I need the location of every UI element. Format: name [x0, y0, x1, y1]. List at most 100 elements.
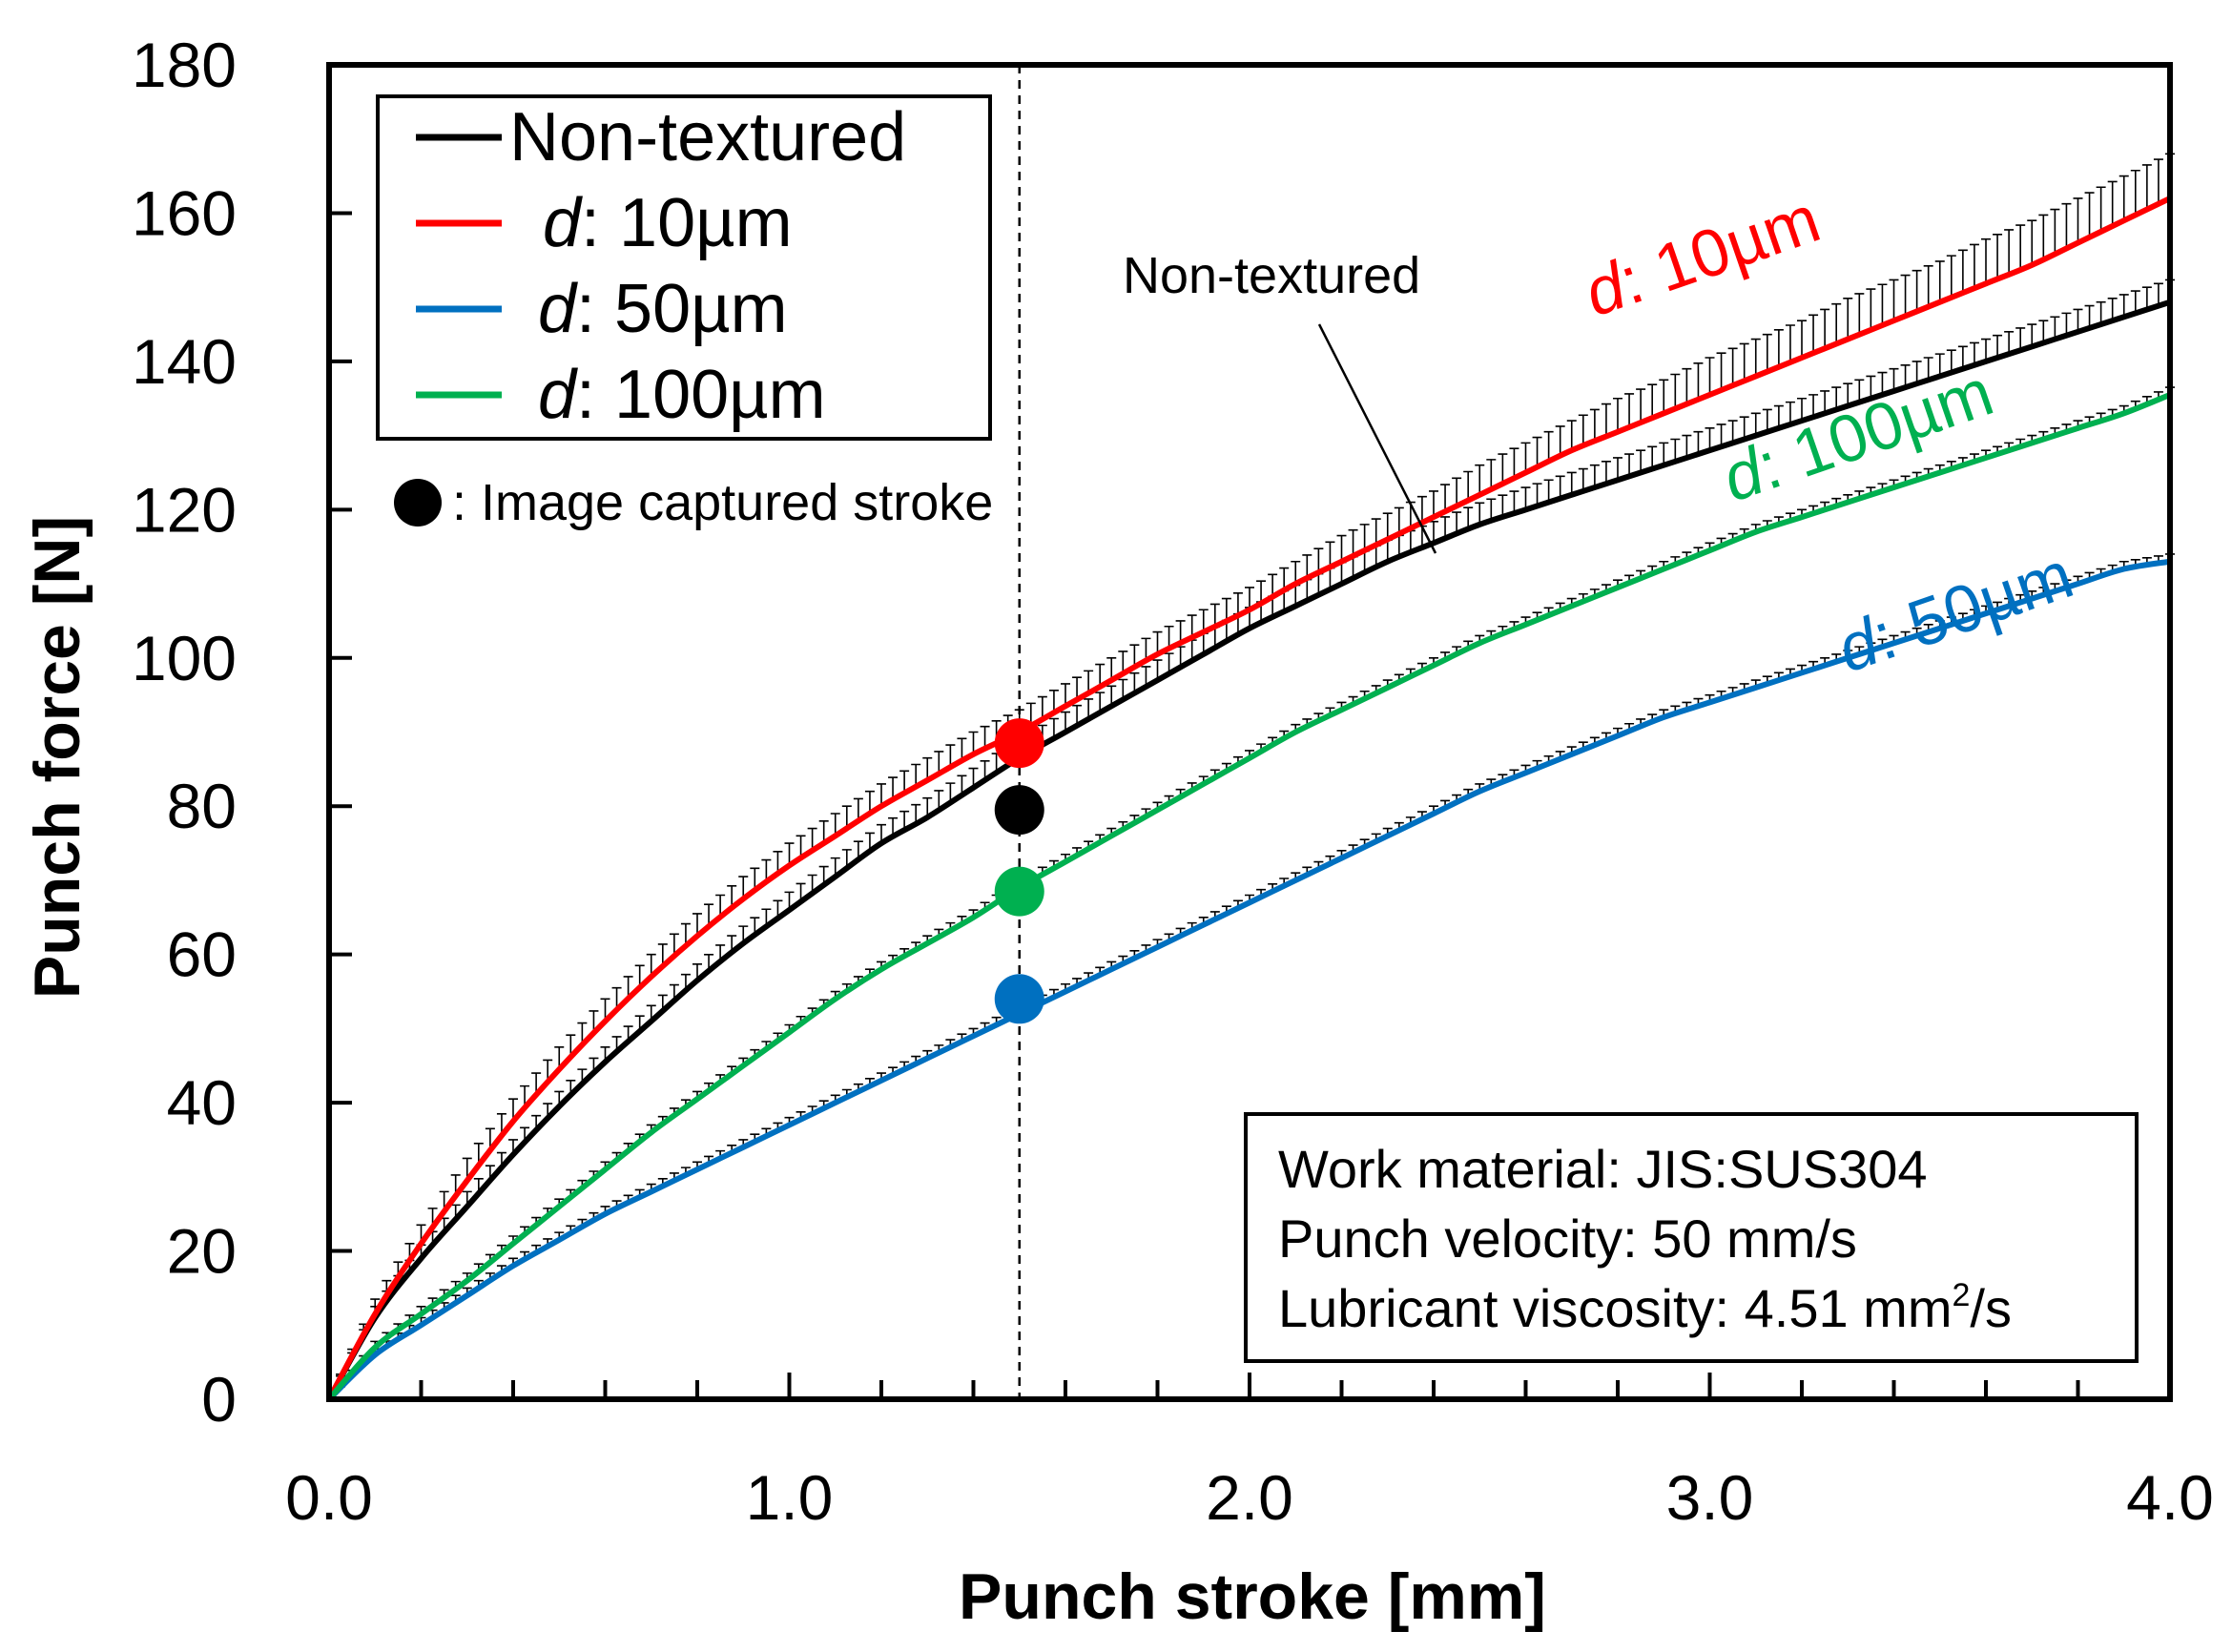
error-bar-non-textured [1773, 404, 1784, 428]
error-bar-non-textured [2130, 290, 2140, 314]
error-bar-d-10um [1118, 650, 1128, 674]
x-tick-label: 2.0 [1206, 1462, 1293, 1533]
error-bar-non-textured [2061, 312, 2072, 336]
error-bar-d-10um [1934, 260, 1945, 302]
error-bar-d-10um [1866, 288, 1876, 330]
error-bar-d-10um [1993, 233, 2003, 279]
error-bar-d-10um [1313, 547, 1324, 573]
error-bar-non-textured [1555, 475, 1565, 499]
x-tick-label: 1.0 [746, 1462, 834, 1533]
error-bar-d-10um [1129, 644, 1140, 668]
error-bar-d-10um [1727, 347, 1738, 386]
captured-stroke-marker-d-10um [994, 718, 1044, 769]
error-bar-non-textured [1624, 453, 1635, 477]
error-bar-non-textured [1693, 430, 1704, 455]
error-bar-non-textured [1072, 704, 1083, 726]
error-bar-d-10um [2004, 229, 2015, 275]
error-bar-d-10um [2130, 169, 2140, 216]
error-bar-non-textured [1601, 461, 1611, 485]
error-bar-non-textured [1659, 442, 1669, 465]
error-bar-d-10um [1785, 324, 1795, 362]
plot-frame [326, 62, 2173, 1402]
x-axis-title: Punch stroke [mm] [959, 1560, 1546, 1633]
marker-note-text: : Image captured stroke [452, 474, 993, 531]
error-bar-non-textured [1900, 363, 1911, 388]
error-bar-non-textured [1543, 479, 1554, 503]
error-bar-d-10um [1843, 298, 1853, 340]
error-bar-d-10um [1659, 379, 1669, 414]
error-bar-non-textured [2096, 300, 2106, 325]
error-bar-non-textured [1532, 483, 1542, 506]
conditions-box: Work material: JIS:SUS304 Punch velocity… [1244, 1112, 2139, 1363]
error-bar-d-10um [877, 783, 886, 807]
error-bar-non-textured [1106, 685, 1117, 707]
error-bar-d-10um [1394, 506, 1404, 534]
error-bar-d-10um [934, 751, 944, 774]
error-bar-d-10um [1854, 293, 1865, 335]
error-bar-d-10um [1831, 302, 1842, 344]
error-bar-non-textured [1946, 349, 1956, 373]
error-bar-d-10um [1429, 490, 1438, 518]
error-bar-d-10um [1452, 477, 1462, 506]
series-line-d-50um [326, 558, 2171, 1402]
conditions-punch-velocity: Punch velocity: 50 mm/s [1278, 1208, 1857, 1269]
error-bar-non-textured [1993, 334, 2003, 359]
y-tick-label: 0 [201, 1364, 237, 1435]
legend-entry-non-textured: Non-textured [416, 99, 906, 176]
error-bar-d-10um [2015, 224, 2026, 270]
error-bar-d-10um [1463, 470, 1474, 501]
error-bar-d-10um [1624, 393, 1635, 427]
error-bar-d-10um [1682, 367, 1692, 404]
series-line-d-100um [326, 392, 2172, 1401]
error-bar-non-textured [2038, 320, 2049, 343]
error-bar-non-textured [1969, 341, 1979, 365]
error-bar-d-10um [2096, 186, 2106, 232]
error-bar-d-10um [1084, 670, 1094, 693]
series-line-d-10um [326, 196, 2172, 1401]
error-bar-d-10um [1048, 689, 1059, 713]
error-bar-d-10um [1187, 614, 1197, 638]
error-bar-d-10um [1589, 408, 1600, 442]
error-bar-d-10um [1773, 329, 1784, 367]
error-bar-non-textured [1061, 711, 1070, 733]
x-tick-label: 4.0 [2126, 1462, 2214, 1533]
error-bar-d-10um [1566, 420, 1577, 451]
error-bar-d-10um [1256, 580, 1267, 604]
captured-stroke-marker-d-50um [994, 974, 1044, 1024]
error-bar-d-10um [1072, 676, 1083, 700]
legend-entry-d-50um: d: 50µm [416, 271, 788, 347]
error-bar-non-textured [1498, 494, 1508, 518]
error-bar-non-textured [1152, 659, 1163, 681]
error-bar-non-textured [1566, 471, 1577, 495]
error-bar-d-10um [738, 876, 749, 899]
error-bar-d-10um [1797, 320, 1807, 359]
error-bar-d-10um [1440, 484, 1451, 512]
curve-label-d-50um: d: 50µm [1829, 537, 2082, 687]
legend-entry-d-10um: d: 10µm [416, 185, 793, 261]
error-bar-d-10um [1543, 430, 1554, 462]
error-bar-d-10um [1636, 388, 1646, 423]
error-bar-d-10um [1509, 447, 1519, 479]
conditions-box-frame [1244, 1112, 2139, 1363]
y-tick-label: 180 [132, 30, 237, 100]
x-tick-label: 3.0 [1666, 1462, 1754, 1533]
conditions-work-material: Work material: JIS:SUS304 [1278, 1139, 1928, 1199]
error-bar-d-10um [911, 763, 921, 787]
error-bar-d-10um [1268, 573, 1278, 597]
error-bar-non-textured [1877, 371, 1888, 395]
error-bar-d-10um [1532, 436, 1542, 467]
error-bar-non-textured [2004, 331, 2015, 355]
error-bar-d-10um [1969, 243, 1979, 289]
legend-entry-d-100um: d: 100µm [416, 357, 826, 433]
marker-note-dot [394, 479, 442, 527]
error-bar-non-textured [1095, 692, 1106, 713]
ticks-layer: 0.0 1.0 2.0 3.0 4.0 0 20 40 60 80 100 120 140 160 180 [132, 30, 2214, 1533]
error-bar-d-10um [818, 819, 829, 844]
error-bar-d-10um [1889, 279, 1899, 321]
error-bar-d-10um [807, 827, 817, 851]
error-bar-non-textured [1785, 401, 1795, 424]
y-tick-label: 140 [132, 326, 237, 397]
error-bar-non-textured [1589, 464, 1600, 488]
error-bar-d-10um [1232, 591, 1243, 616]
error-bar-non-textured [1486, 498, 1497, 521]
